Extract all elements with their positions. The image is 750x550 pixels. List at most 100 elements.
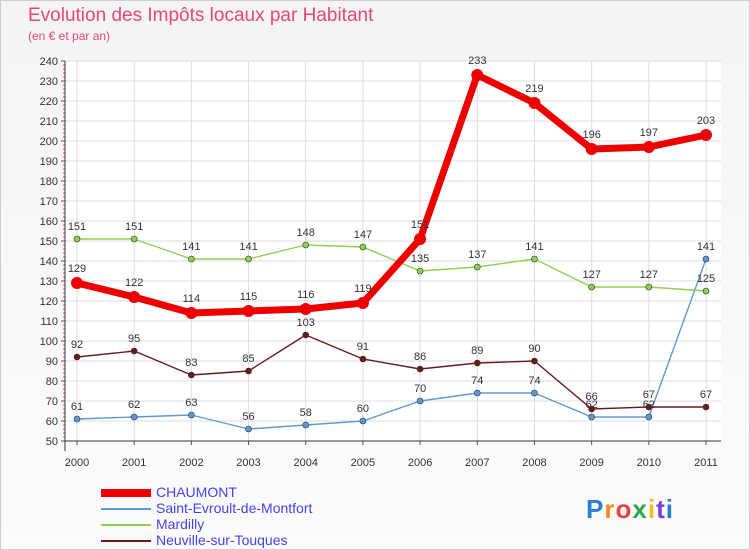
data-label: 70 [414,383,426,395]
data-point [245,255,252,263]
data-point [416,365,424,373]
logo-letter: P [586,494,605,524]
data-label: 115 [240,291,258,303]
logo-letter: o [615,494,633,524]
data-label: 114 [183,293,201,305]
data-point [245,425,252,433]
y-tick-label: 80 [46,376,58,388]
data-point [416,267,424,275]
legend-label: CHAUMONT [156,484,237,500]
data-label: 85 [242,353,254,365]
y-tick-label: 150 [40,236,58,248]
legend-swatch [101,508,151,510]
logo-letter: x [632,494,648,524]
y-tick-label: 180 [40,176,58,188]
data-label: 74 [471,375,483,387]
chart-subtitle: (en € et par an) [28,29,111,43]
data-label: 141 [697,241,715,253]
data-label: 89 [471,345,483,357]
data-label: 67 [700,389,712,401]
x-tick-label: 2004 [293,457,317,469]
data-label: 129 [68,263,86,275]
data-point [645,403,653,411]
y-tick-label: 70 [46,396,58,408]
data-label: 196 [582,129,600,141]
data-point [588,405,595,413]
y-tick-label: 240 [40,56,58,68]
data-point [588,283,595,291]
data-point [359,243,367,251]
data-label: 125 [697,273,715,285]
data-point [645,283,653,291]
data-point [299,303,312,315]
series-chaumont: 129 122 114 115 116 119 151 233 219 196 197 203 [68,55,715,319]
data-label: 74 [528,375,540,387]
data-label: 135 [411,253,429,265]
x-tick-label: 2009 [579,457,603,469]
data-label: 66 [586,391,598,403]
data-label: 83 [185,357,197,369]
y-tick-label: 130 [40,276,58,288]
data-point [702,403,710,411]
data-label: 60 [357,403,369,415]
y-tick-label: 110 [40,316,58,328]
data-label: 141 [525,241,543,253]
data-label: 116 [297,289,315,301]
y-tick-label: 220 [40,96,58,108]
data-label: 91 [357,341,369,353]
x-tick-label: 2008 [522,457,546,469]
plot-area [65,61,721,441]
legend-swatch [101,540,151,542]
data-label: 203 [697,115,715,127]
data-label: 151 [68,221,86,233]
series-saint-evroult-de-montfort: 6162635658607074746262141 [71,241,715,433]
data-point [73,235,81,243]
y-tick-label: 60 [46,416,58,428]
series-line [76,258,707,430]
data-point [73,353,81,361]
y-tick-label: 160 [40,216,58,228]
data-label: 92 [71,339,83,351]
data-point [130,235,138,243]
y-tick-label: 90 [46,356,58,368]
data-label: 197 [640,127,658,139]
x-tick-label: 2000 [65,457,89,469]
data-point [473,359,481,367]
data-label: 137 [468,249,486,261]
data-point [71,277,83,289]
data-label: 63 [185,397,197,409]
data-point [185,307,198,319]
data-label: 67 [643,389,655,401]
chart-title: Evolution des Impôts locaux par Habitant [28,5,374,26]
y-tick-label: 120 [40,296,58,308]
data-point [414,233,427,245]
data-point [359,417,367,425]
data-point [188,371,195,379]
y-tick-label: 190 [40,156,58,168]
series-line [77,238,707,292]
series-mardilly: 151 151 141 141 148 147 135 137 141 127 127 125 [68,221,715,295]
data-label: 90 [528,343,540,355]
data-label: 147 [354,229,372,241]
legend-swatch [101,489,151,497]
data-point [302,421,310,429]
data-point [188,411,195,419]
x-tick-label: 2002 [179,457,203,469]
y-tick-label: 100 [40,336,58,348]
legend-label: Neuville-sur-Touques [156,532,288,548]
data-point [302,331,310,339]
data-label: 86 [414,351,426,363]
data-point [531,255,538,263]
series-line [76,71,707,317]
y-tick-label: 210 [40,116,58,128]
data-point [702,255,710,263]
data-label: 58 [300,407,312,419]
data-point [73,415,81,423]
data-point [416,397,424,405]
data-point [528,97,541,109]
data-label: 61 [71,401,83,413]
data-label: 95 [128,333,140,345]
data-point [588,413,595,421]
data-label: 127 [640,269,658,281]
